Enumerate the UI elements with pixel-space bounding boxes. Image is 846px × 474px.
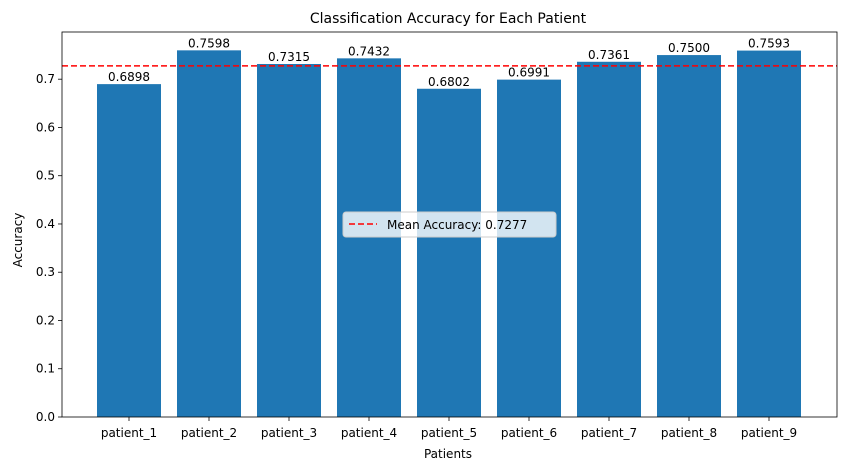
legend-entry-mean: Mean Accuracy: 0.7277 [387,218,527,232]
y-axis-label: Accuracy [11,213,25,268]
y-tick-label: 0.1 [36,362,55,376]
bar-patient_5 [417,88,481,417]
x-tick-label: patient_6 [501,426,557,440]
y-tick-label: 0.2 [36,313,55,327]
bar-value-label: 0.7432 [348,44,390,58]
legend: Mean Accuracy: 0.7277 [342,211,557,238]
x-tick-label: patient_4 [341,426,397,440]
x-ticks-group: patient_1 patient_2 patient_3 patient_4 pati… [101,417,797,440]
bar-value-label: 0.7500 [668,41,710,55]
bar-labels-group: 0.6898 0.7598 0.7315 0.7432 0.6802 0.6991 0.73… [108,36,790,88]
bar-patient_9 [737,50,801,417]
x-tick-label: patient_2 [181,426,237,440]
x-tick-label: patient_5 [421,426,477,440]
bar-patient_3 [257,63,321,417]
y-tick-label: 0.3 [36,265,55,279]
bar-patient_8 [657,55,721,417]
y-tick-label: 0.7 [36,72,55,86]
bar-value-label: 0.6991 [508,66,550,80]
bar-value-label: 0.6898 [108,70,150,84]
plot-frame [61,31,838,418]
y-tick-label: 0.0 [36,410,55,424]
x-tick-label: patient_8 [661,426,717,440]
bar-patient_2 [177,50,241,418]
y-tick-label: 0.6 [36,120,55,134]
bar-value-label: 0.6802 [428,75,470,89]
bar-value-label: 0.7593 [748,37,790,51]
bar-value-label: 0.7598 [188,36,230,50]
bar-patient_6 [497,79,561,417]
x-tick-label: patient_7 [581,426,637,440]
x-tick-label: patient_1 [101,426,157,440]
chart-title: Classification Accuracy for Each Patient [310,11,587,27]
bar-patient_1 [97,84,161,418]
bars-group [97,50,801,418]
y-ticks-group: 0.0 0.1 0.2 0.3 0.4 0.5 0.6 0.7 [36,72,62,424]
bar-value-label: 0.7315 [268,50,310,64]
x-axis-label: Patients [424,447,472,461]
y-tick-label: 0.5 [36,169,55,183]
bar-patient_4 [337,58,401,418]
bar-value-label: 0.7361 [588,48,630,62]
legend-box [342,211,557,238]
x-tick-label: patient_3 [261,426,317,440]
bar-patient_7 [577,61,641,418]
x-tick-label: patient_9 [741,426,797,440]
y-tick-label: 0.4 [36,217,55,231]
